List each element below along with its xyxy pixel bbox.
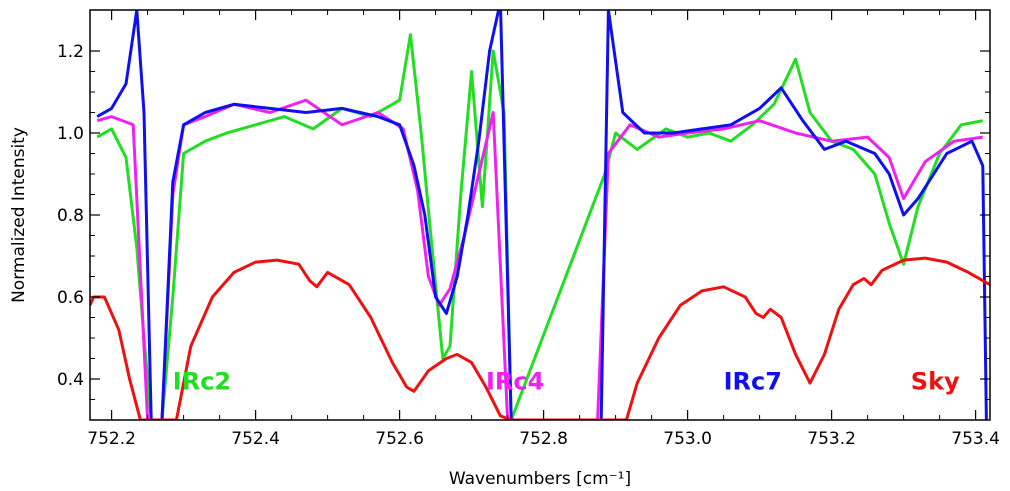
y-tick-label: 1.0 xyxy=(57,124,84,144)
y-tick-label: 1.2 xyxy=(57,42,84,62)
x-tick-label: 752.4 xyxy=(231,429,280,449)
plot-frame xyxy=(89,9,991,421)
x-axis-title: Wavenumbers [cm⁻¹] xyxy=(449,469,631,489)
y-tick-label: 0.4 xyxy=(57,370,84,390)
x-tick-label: 753.2 xyxy=(807,429,856,449)
y-tick-label: 0.8 xyxy=(57,206,84,226)
x-tick-label: 752.2 xyxy=(87,429,136,449)
x-tick-label: 752.8 xyxy=(519,429,568,449)
series-layer xyxy=(90,10,990,420)
series-label-irc2: IRc2 xyxy=(173,367,231,395)
series-line-sky xyxy=(90,256,990,420)
x-tick-label: 752.6 xyxy=(375,429,424,449)
x-tick-label: 753.4 xyxy=(951,429,1000,449)
series-label-irc7: IRc7 xyxy=(724,367,782,395)
tick-layer: 752.2 752.4 752.6 752.8 753.0 753.2 753.4 0.4 0.… xyxy=(57,10,1000,449)
series-label-irc4: IRc4 xyxy=(486,367,544,395)
annotation-layer: IRc2 IRc4 IRc7 Sky xyxy=(173,367,960,395)
series-line-irc7 xyxy=(96,10,988,420)
y-axis-title: Normalized Intensity xyxy=(9,127,29,303)
y-tick-label: 0.6 xyxy=(57,288,84,308)
series-line-irc2 xyxy=(96,33,984,420)
series-label-sky: Sky xyxy=(911,367,960,395)
x-tick-label: 753.0 xyxy=(663,429,712,449)
